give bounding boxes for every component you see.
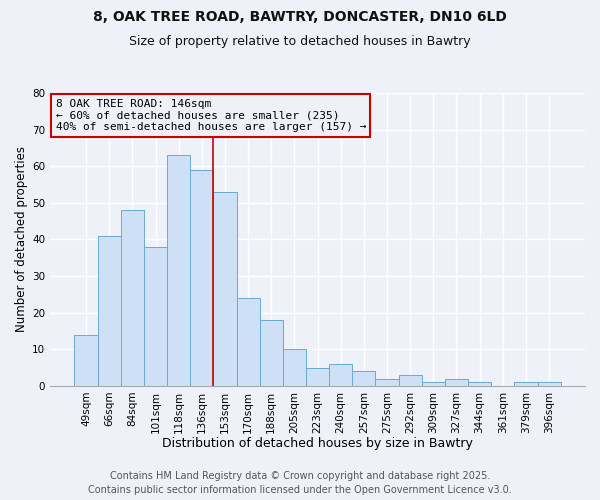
Bar: [74, 334, 98, 386]
Bar: [398, 375, 422, 386]
Text: Size of property relative to detached houses in Bawtry: Size of property relative to detached ho…: [129, 35, 471, 48]
X-axis label: Distribution of detached houses by size in Bawtry: Distribution of detached houses by size …: [162, 437, 473, 450]
Bar: [121, 210, 144, 386]
Bar: [236, 298, 260, 386]
Bar: [167, 155, 190, 386]
Bar: [352, 371, 376, 386]
Bar: [468, 382, 491, 386]
Bar: [422, 382, 445, 386]
Bar: [538, 382, 560, 386]
Bar: [445, 378, 468, 386]
Bar: [376, 378, 398, 386]
Bar: [260, 320, 283, 386]
Bar: [514, 382, 538, 386]
Bar: [98, 236, 121, 386]
Bar: [283, 349, 306, 386]
Text: 8 OAK TREE ROAD: 146sqm
← 60% of detached houses are smaller (235)
40% of semi-d: 8 OAK TREE ROAD: 146sqm ← 60% of detache…: [56, 99, 366, 132]
Bar: [190, 170, 214, 386]
Bar: [214, 192, 236, 386]
Y-axis label: Number of detached properties: Number of detached properties: [15, 146, 28, 332]
Bar: [329, 364, 352, 386]
Text: 8, OAK TREE ROAD, BAWTRY, DONCASTER, DN10 6LD: 8, OAK TREE ROAD, BAWTRY, DONCASTER, DN1…: [93, 10, 507, 24]
Bar: [144, 246, 167, 386]
Bar: [306, 368, 329, 386]
Text: Contains HM Land Registry data © Crown copyright and database right 2025.
Contai: Contains HM Land Registry data © Crown c…: [88, 471, 512, 495]
